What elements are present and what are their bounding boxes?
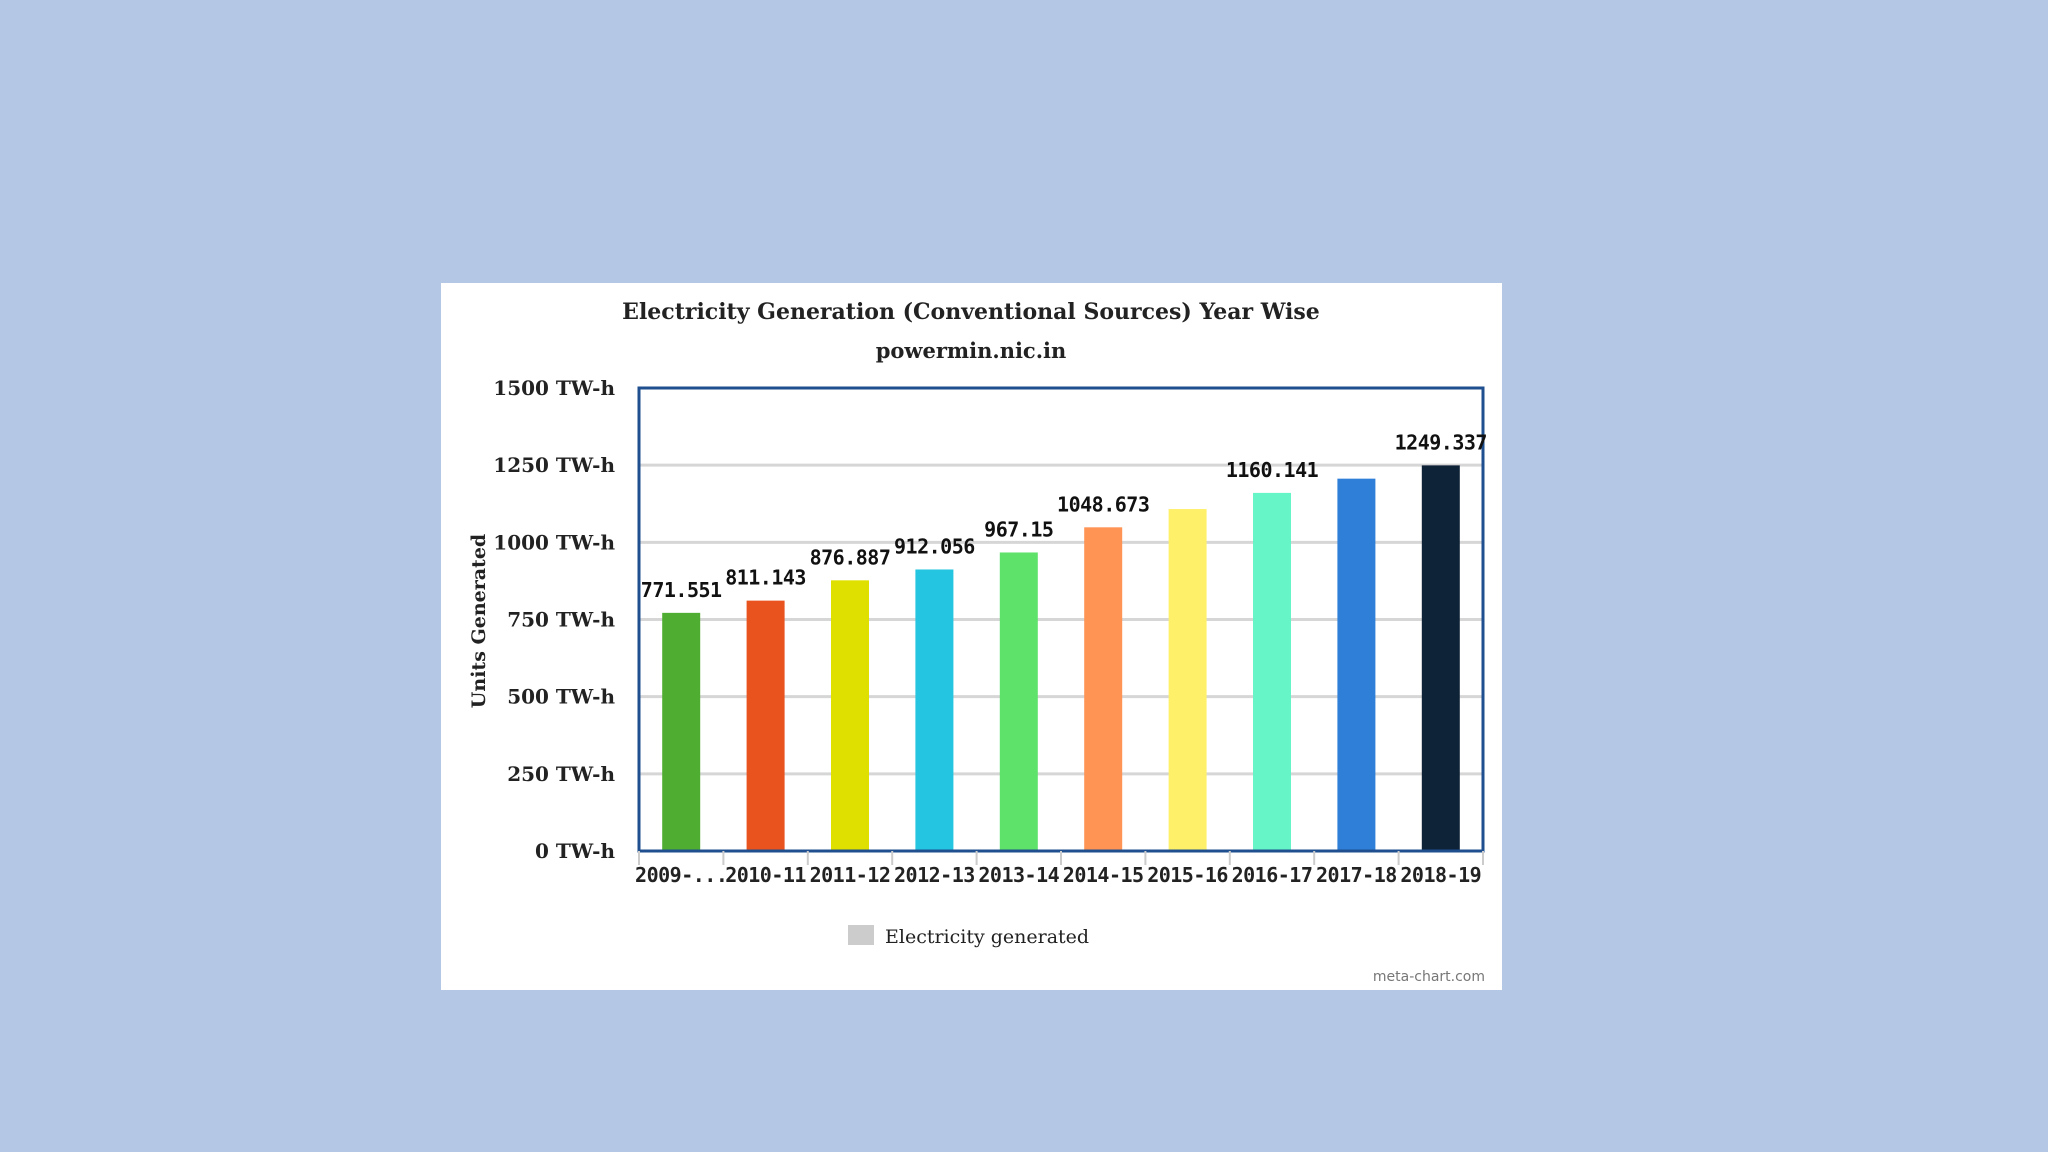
y-tick-label: 500 TW-h (507, 685, 615, 709)
data-label: 771.551 (641, 578, 722, 602)
y-axis-label: Units Generated (468, 534, 490, 708)
legend[interactable]: Electricity generated (848, 925, 1089, 948)
x-tick-label: 2010-11 (725, 863, 806, 887)
x-tick-label: 2017-18 (1316, 863, 1397, 887)
bar-2014-15[interactable] (1084, 527, 1123, 851)
x-tick-label: 2011-12 (810, 863, 891, 887)
x-tick-label: 2018-19 (1400, 863, 1481, 887)
x-tick-label: 2013-14 (978, 863, 1059, 887)
chart-title: Electricity Generation (Conventional Sou… (622, 299, 1320, 325)
y-tick-label: 250 TW-h (507, 762, 615, 786)
data-label: 967.15 (984, 517, 1053, 541)
credit-text: meta-chart.com (1373, 969, 1485, 985)
x-tick-label: 2015-16 (1147, 863, 1228, 887)
bar-2011-12[interactable] (831, 580, 869, 851)
bar-2017-18[interactable] (1337, 478, 1376, 851)
y-tick-label: 0 TW-h (535, 839, 615, 863)
bar-2009-...[interactable] (662, 612, 701, 851)
data-label: 912.056 (894, 534, 975, 558)
data-label: 1048.673 (1057, 492, 1149, 516)
legend-swatch (848, 925, 874, 945)
bar-2018-19[interactable] (1421, 465, 1460, 851)
x-tick-label: 2012-13 (894, 863, 975, 887)
chart-subtitle: powermin.nic.in (876, 338, 1067, 363)
data-label: 1160.141 (1226, 458, 1319, 482)
y-tick-label: 1500 TW-h (493, 376, 615, 400)
x-tick-label: 2009-... (635, 863, 727, 887)
x-tick-label: 2016-17 (1232, 863, 1313, 887)
y-tick-label: 1000 TW-h (493, 530, 615, 554)
x-tick-label: 2014-15 (1063, 863, 1144, 887)
legend-label: Electricity generated (885, 926, 1089, 948)
data-label: 811.143 (725, 566, 806, 590)
data-label: 876.887 (810, 545, 891, 569)
bar-2016-17[interactable] (1253, 492, 1291, 851)
data-label: 1249.337 (1395, 430, 1487, 454)
chart-card: Electricity Generation (Conventional Sou… (441, 283, 1502, 990)
bar-chart: Electricity Generation (Conventional Sou… (468, 299, 1487, 985)
bar-2015-16[interactable] (1168, 509, 1207, 851)
bar-2013-14[interactable] (999, 552, 1038, 851)
y-tick-label: 750 TW-h (507, 608, 615, 632)
bar-2010-11[interactable] (746, 600, 785, 851)
y-tick-label: 1250 TW-h (493, 453, 615, 477)
bar-2012-13[interactable] (915, 569, 954, 851)
